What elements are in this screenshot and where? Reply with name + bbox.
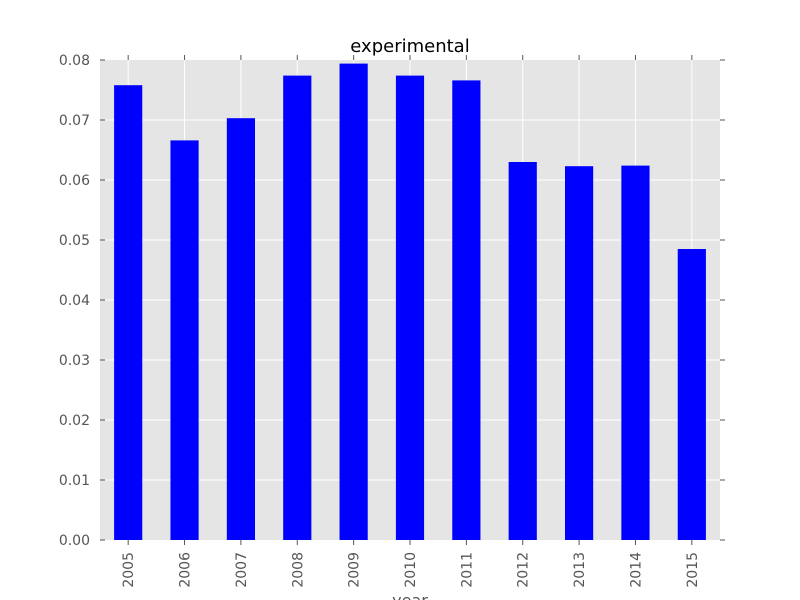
x-tick-labels: 2005 2006 2007 2008 2009 2010 2011 2012 2013 2014… bbox=[121, 552, 701, 588]
x-tick-label: 2015 bbox=[685, 552, 701, 588]
x-tick-label: 2008 bbox=[290, 552, 306, 588]
x-tick-label: 2007 bbox=[234, 552, 250, 588]
bar-2013 bbox=[565, 166, 594, 540]
bar-2014 bbox=[621, 165, 650, 540]
bar-2005 bbox=[114, 85, 143, 540]
axis-ticks bbox=[100, 55, 725, 545]
x-tick-label: 2011 bbox=[459, 552, 475, 588]
y-tick-label: 0.03 bbox=[59, 353, 90, 369]
y-tick-label: 0.04 bbox=[59, 293, 90, 309]
x-axis-label: year bbox=[392, 591, 428, 600]
bar-2008 bbox=[283, 75, 312, 540]
y-tick-label: 0.00 bbox=[59, 533, 90, 549]
y-tick-label: 0.06 bbox=[59, 173, 90, 189]
bar-2011 bbox=[452, 80, 481, 541]
bar-2015 bbox=[677, 249, 706, 540]
x-tick-label: 2014 bbox=[628, 552, 644, 588]
y-tick-labels: 0.00 0.01 0.02 0.03 0.04 0.05 0.06 0.07 0.08 bbox=[59, 53, 90, 549]
chart-title: experimental bbox=[350, 36, 469, 57]
bar-2012 bbox=[508, 162, 537, 540]
x-tick-label: 2013 bbox=[572, 552, 588, 588]
bar-2010 bbox=[395, 75, 425, 540]
bar-2009 bbox=[339, 63, 368, 540]
y-tick-label: 0.01 bbox=[59, 473, 90, 489]
y-tick-label: 0.08 bbox=[59, 53, 90, 69]
x-tick-label: 2005 bbox=[121, 552, 137, 588]
x-tick-label: 2006 bbox=[178, 552, 194, 588]
y-tick-label: 0.07 bbox=[59, 113, 90, 129]
y-tick-label: 0.05 bbox=[59, 233, 90, 249]
x-tick-label: 2010 bbox=[403, 552, 419, 588]
x-tick-label: 2009 bbox=[347, 552, 363, 588]
bars bbox=[114, 63, 706, 541]
bar-2007 bbox=[226, 118, 255, 540]
bar-2006 bbox=[170, 140, 199, 540]
y-tick-label: 0.02 bbox=[59, 413, 90, 429]
x-tick-label: 2012 bbox=[516, 552, 532, 588]
